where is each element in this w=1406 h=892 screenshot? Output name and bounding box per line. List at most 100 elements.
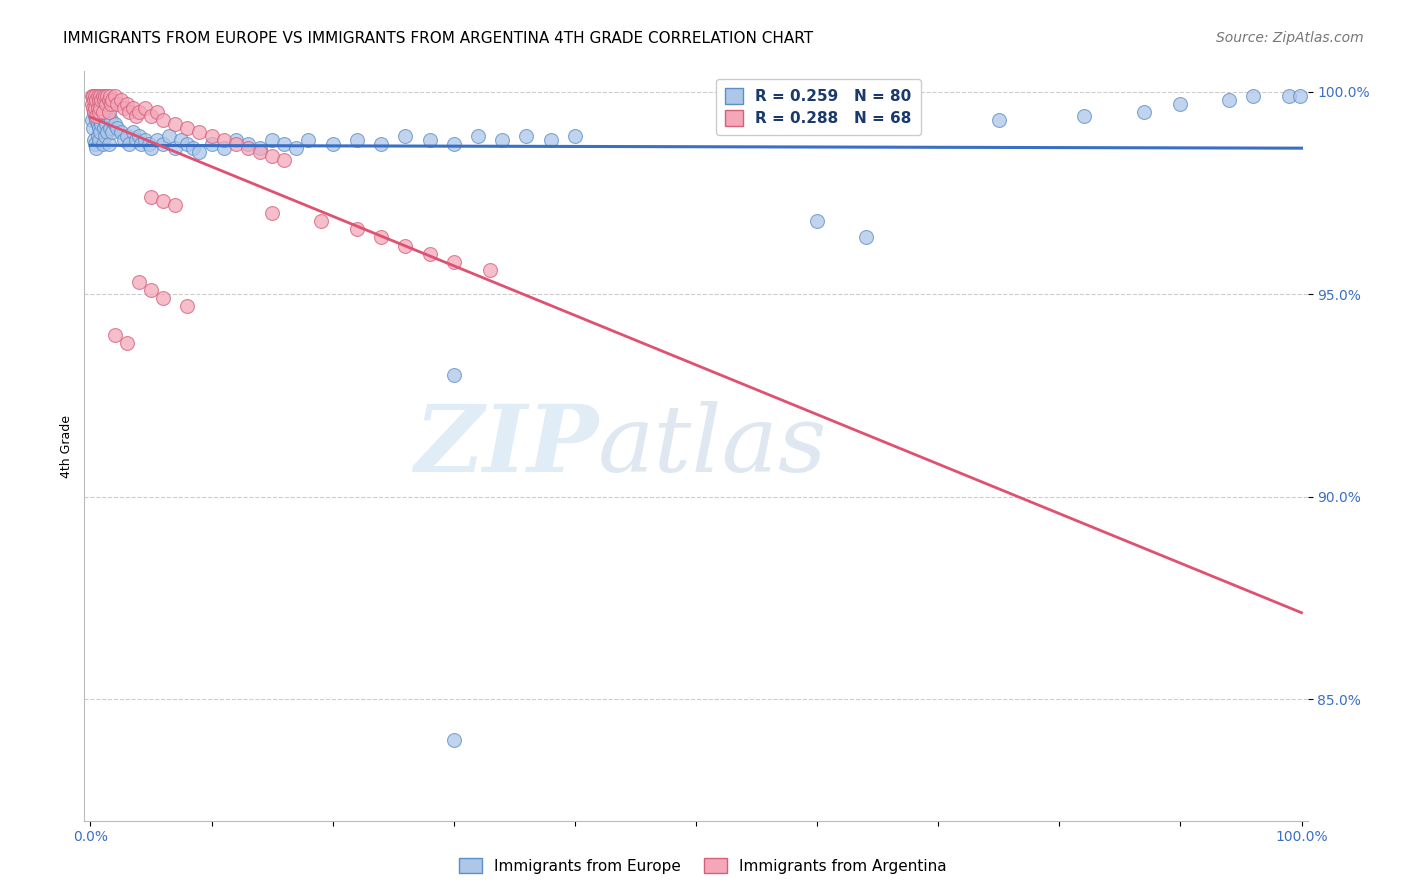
Point bbox=[100, 96, 122, 111]
Point bbox=[1073, 109, 1095, 123]
Point bbox=[110, 93, 132, 107]
Y-axis label: 4th Grade: 4th Grade bbox=[60, 415, 73, 477]
Point bbox=[1133, 104, 1156, 119]
Point bbox=[394, 238, 416, 252]
Point bbox=[273, 153, 295, 168]
Point bbox=[104, 117, 127, 131]
Point bbox=[86, 109, 108, 123]
Point bbox=[146, 133, 169, 147]
Point bbox=[540, 133, 562, 147]
Point bbox=[101, 93, 124, 107]
Point bbox=[200, 129, 222, 144]
Point bbox=[82, 101, 104, 115]
Point bbox=[188, 125, 211, 139]
Point bbox=[86, 117, 108, 131]
Text: Source: ZipAtlas.com: Source: ZipAtlas.com bbox=[1216, 31, 1364, 45]
Point bbox=[112, 133, 135, 147]
Text: ZIP: ZIP bbox=[413, 401, 598, 491]
Point bbox=[89, 101, 111, 115]
Point bbox=[1278, 88, 1301, 103]
Point bbox=[96, 88, 118, 103]
Point bbox=[129, 137, 152, 152]
Point bbox=[91, 109, 114, 123]
Point bbox=[236, 141, 259, 155]
Point bbox=[262, 206, 284, 220]
Point bbox=[152, 137, 174, 152]
Point bbox=[86, 93, 108, 107]
Point bbox=[139, 190, 162, 204]
Point bbox=[285, 141, 308, 155]
Point bbox=[86, 101, 108, 115]
Point bbox=[84, 88, 107, 103]
Point bbox=[157, 129, 180, 144]
Point bbox=[97, 109, 120, 123]
Point bbox=[104, 88, 127, 103]
Point bbox=[98, 88, 121, 103]
Point bbox=[183, 141, 205, 155]
Point bbox=[100, 112, 122, 127]
Point bbox=[165, 117, 187, 131]
Point bbox=[394, 129, 416, 144]
Point bbox=[987, 112, 1010, 127]
Point bbox=[80, 96, 103, 111]
Point bbox=[83, 133, 105, 147]
Point bbox=[346, 133, 368, 147]
Point bbox=[176, 299, 198, 313]
Point bbox=[110, 125, 132, 139]
Point bbox=[91, 104, 114, 119]
Point bbox=[262, 149, 284, 163]
Point bbox=[443, 368, 465, 383]
Point bbox=[80, 112, 103, 127]
Point bbox=[84, 101, 107, 115]
Point bbox=[139, 141, 162, 155]
Legend: R = 0.259   N = 80, R = 0.288   N = 68: R = 0.259 N = 80, R = 0.288 N = 68 bbox=[716, 79, 921, 136]
Point bbox=[121, 125, 143, 139]
Point bbox=[112, 101, 135, 115]
Point bbox=[139, 109, 162, 123]
Point bbox=[101, 125, 124, 139]
Point bbox=[806, 214, 828, 228]
Point bbox=[125, 133, 148, 147]
Point bbox=[139, 283, 162, 297]
Point bbox=[370, 137, 392, 152]
Point bbox=[346, 222, 368, 236]
Point bbox=[82, 88, 104, 103]
Point bbox=[200, 137, 222, 152]
Point bbox=[97, 104, 120, 119]
Point bbox=[322, 137, 344, 152]
Point bbox=[82, 121, 104, 136]
Point bbox=[98, 121, 121, 136]
Point bbox=[93, 121, 115, 136]
Point bbox=[87, 93, 110, 107]
Point bbox=[86, 141, 108, 155]
Point bbox=[118, 104, 141, 119]
Point bbox=[1289, 88, 1312, 103]
Point bbox=[87, 121, 110, 136]
Point bbox=[249, 141, 271, 155]
Point bbox=[90, 117, 112, 131]
Point bbox=[97, 93, 120, 107]
Point bbox=[96, 117, 118, 131]
Point bbox=[86, 112, 108, 127]
Point bbox=[115, 129, 138, 144]
Point bbox=[86, 88, 108, 103]
Point bbox=[97, 137, 120, 152]
Point bbox=[96, 96, 118, 111]
Point bbox=[1241, 88, 1264, 103]
Point bbox=[188, 145, 211, 160]
Point bbox=[855, 230, 877, 244]
Point bbox=[89, 88, 111, 103]
Point bbox=[118, 137, 141, 152]
Point bbox=[297, 133, 319, 147]
Point bbox=[94, 112, 117, 127]
Point bbox=[80, 88, 103, 103]
Text: IMMIGRANTS FROM EUROPE VS IMMIGRANTS FROM ARGENTINA 4TH GRADE CORRELATION CHART: IMMIGRANTS FROM EUROPE VS IMMIGRANTS FRO… bbox=[63, 31, 814, 46]
Point bbox=[1218, 93, 1240, 107]
Point bbox=[83, 104, 105, 119]
Point bbox=[104, 327, 127, 342]
Point bbox=[89, 125, 111, 139]
Point bbox=[1170, 96, 1192, 111]
Point bbox=[225, 137, 247, 152]
Point bbox=[418, 133, 440, 147]
Point bbox=[94, 129, 117, 144]
